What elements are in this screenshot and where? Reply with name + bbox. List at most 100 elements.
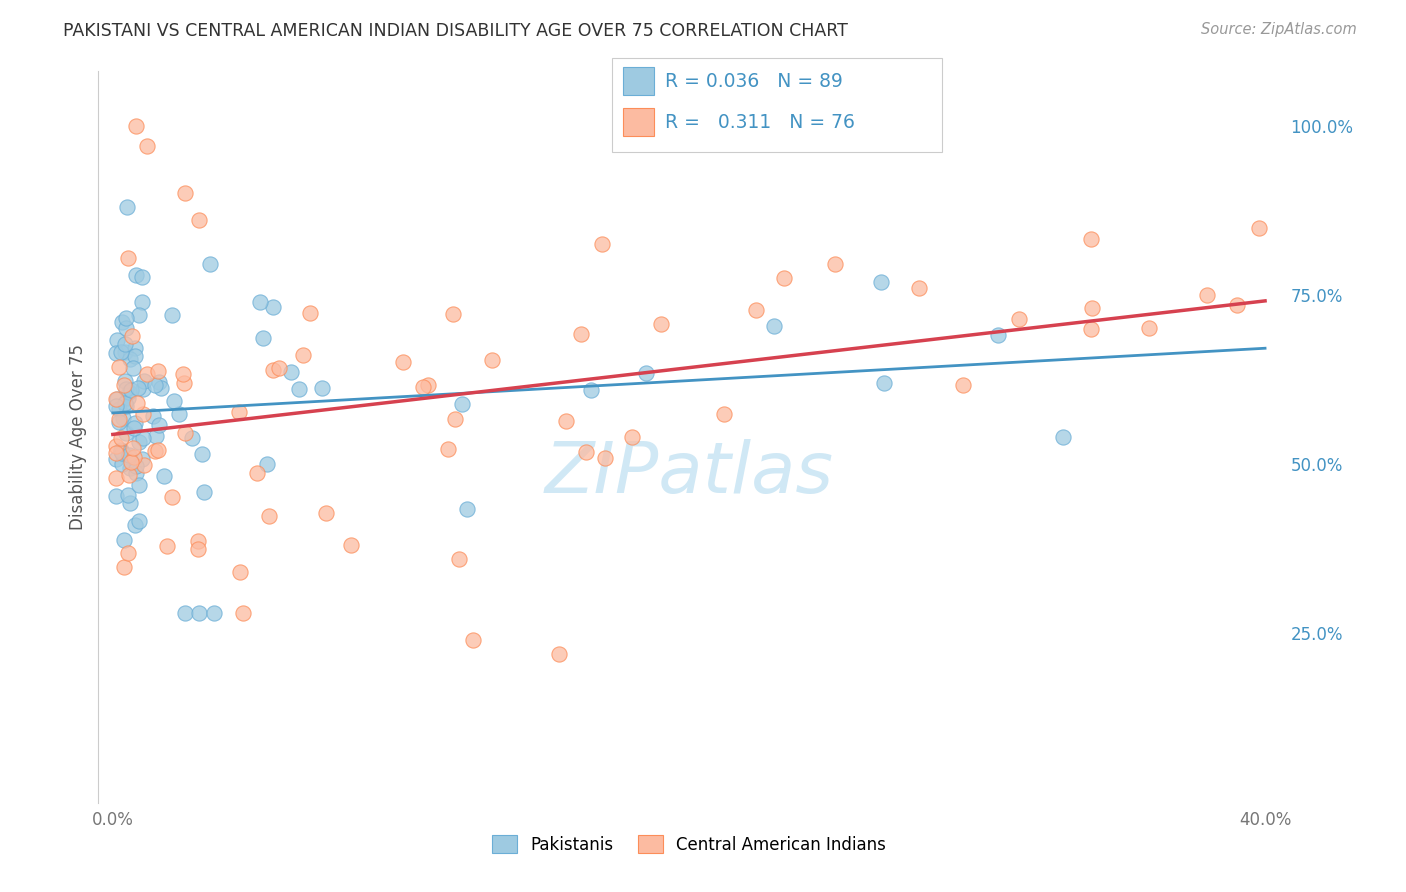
- Point: [267, 361, 290, 376]
- Point: [173, 376, 195, 391]
- Point: [128, 477, 150, 491]
- Point: [122, 450, 145, 464]
- Point: [132, 375, 155, 389]
- Point: [163, 393, 186, 408]
- Point: [145, 377, 167, 392]
- Point: [125, 119, 148, 133]
- Point: [456, 502, 478, 516]
- Point: [1226, 298, 1249, 312]
- Point: [104, 346, 127, 360]
- Point: [451, 397, 474, 411]
- Point: [111, 447, 134, 461]
- Text: ZIPatlas: ZIPatlas: [544, 439, 834, 508]
- Point: [124, 349, 146, 363]
- Point: [340, 537, 363, 551]
- Point: [117, 391, 139, 405]
- Point: [118, 351, 141, 366]
- Point: [418, 377, 440, 392]
- Point: [181, 431, 204, 445]
- Point: [132, 458, 155, 472]
- Point: [650, 318, 672, 332]
- Point: [257, 509, 280, 524]
- Point: [149, 381, 172, 395]
- Point: [229, 565, 252, 579]
- Point: [987, 327, 1010, 342]
- Point: [160, 490, 183, 504]
- Point: [107, 411, 129, 425]
- Point: [104, 451, 127, 466]
- Point: [127, 396, 149, 410]
- Point: [111, 446, 134, 460]
- Point: [107, 333, 129, 347]
- Point: [160, 308, 183, 322]
- Point: [190, 446, 212, 460]
- Point: [110, 443, 132, 458]
- Point: [104, 399, 127, 413]
- Point: [104, 489, 127, 503]
- Point: [118, 448, 141, 462]
- Point: [763, 318, 786, 333]
- Point: [114, 345, 136, 359]
- Point: [1137, 321, 1160, 335]
- Point: [128, 308, 150, 322]
- Point: [124, 341, 146, 355]
- Point: [128, 435, 150, 450]
- Point: [110, 431, 132, 445]
- Point: [1247, 221, 1270, 235]
- Point: [449, 551, 471, 566]
- Point: [188, 606, 211, 620]
- Point: [118, 450, 141, 464]
- Point: [288, 382, 311, 396]
- Point: [280, 365, 302, 379]
- Point: [246, 467, 269, 481]
- Point: [117, 488, 139, 502]
- Point: [131, 452, 153, 467]
- Point: [461, 633, 484, 648]
- Point: [187, 542, 209, 557]
- Point: [112, 560, 135, 574]
- Point: [187, 533, 209, 548]
- Point: [120, 496, 142, 510]
- Point: [125, 458, 148, 473]
- Point: [115, 425, 138, 440]
- Point: [120, 383, 142, 397]
- Point: [122, 361, 145, 376]
- Point: [1080, 322, 1102, 336]
- Point: [481, 353, 503, 368]
- Point: [104, 446, 127, 460]
- Point: [115, 400, 138, 414]
- Point: [412, 380, 434, 394]
- Text: R =   0.311   N = 76: R = 0.311 N = 76: [665, 112, 855, 132]
- Point: [952, 378, 974, 392]
- Point: [441, 307, 464, 321]
- Point: [122, 420, 145, 434]
- Point: [136, 367, 159, 381]
- Point: [124, 416, 146, 430]
- Point: [114, 337, 136, 351]
- Point: [1197, 288, 1219, 302]
- Point: [1052, 430, 1074, 444]
- Point: [114, 311, 136, 326]
- Point: [117, 546, 139, 560]
- Point: [107, 360, 129, 375]
- Point: [117, 251, 139, 265]
- Point: [108, 415, 131, 429]
- Point: [142, 409, 165, 423]
- Point: [188, 213, 211, 227]
- Text: R = 0.036   N = 89: R = 0.036 N = 89: [665, 71, 844, 91]
- Point: [128, 514, 150, 528]
- Point: [579, 384, 602, 398]
- Text: Source: ZipAtlas.com: Source: ZipAtlas.com: [1201, 22, 1357, 37]
- Point: [593, 450, 616, 465]
- Point: [148, 375, 170, 389]
- Point: [120, 454, 142, 468]
- Point: [569, 326, 592, 341]
- Point: [713, 407, 735, 421]
- Point: [262, 363, 284, 377]
- Point: [132, 383, 155, 397]
- Point: [104, 392, 127, 406]
- Point: [114, 320, 136, 334]
- Point: [824, 257, 846, 271]
- Point: [773, 271, 796, 285]
- Y-axis label: Disability Age Over 75: Disability Age Over 75: [69, 344, 87, 530]
